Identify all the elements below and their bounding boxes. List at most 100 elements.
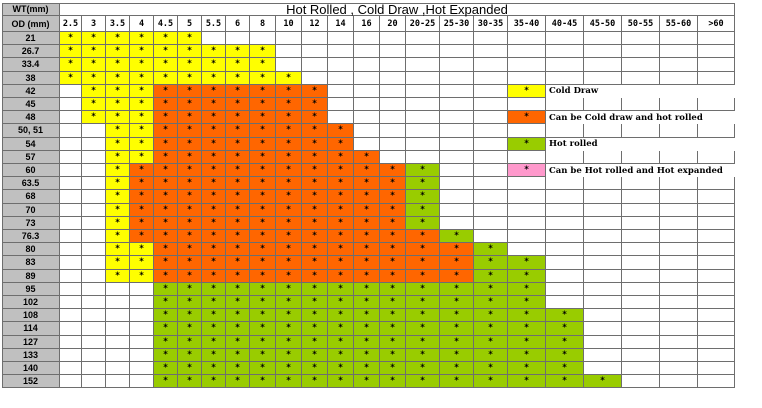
row-header: 114 bbox=[2, 322, 60, 336]
empty-cell bbox=[508, 177, 546, 191]
table-cell: * bbox=[178, 177, 202, 191]
empty-cell bbox=[698, 177, 735, 191]
row-header: 63.5 bbox=[2, 177, 60, 191]
table-cell: * bbox=[354, 177, 380, 191]
empty-cell bbox=[60, 230, 82, 244]
table-cell: * bbox=[508, 362, 546, 376]
table-cell: * bbox=[226, 124, 250, 138]
table-cell: * bbox=[250, 84, 276, 98]
empty-cell bbox=[698, 362, 735, 376]
table-cell: * bbox=[154, 32, 178, 46]
empty-cell bbox=[354, 58, 380, 72]
table-cell: * bbox=[380, 269, 406, 283]
empty-cell bbox=[660, 71, 698, 85]
table-cell: * bbox=[276, 375, 302, 389]
empty-cell bbox=[250, 32, 276, 46]
table-cell: * bbox=[178, 45, 202, 59]
table-cell: * bbox=[406, 164, 440, 178]
table-cell: * bbox=[202, 177, 226, 191]
table-cell: * bbox=[154, 164, 178, 178]
table-cell: * bbox=[178, 111, 202, 125]
table-cell: * bbox=[106, 137, 130, 151]
empty-cell bbox=[354, 71, 380, 85]
table-cell: * bbox=[226, 296, 250, 310]
table-cell: * bbox=[474, 243, 508, 257]
table-cell: * bbox=[354, 362, 380, 376]
table-cell: * bbox=[226, 98, 250, 112]
table-cell: * bbox=[250, 177, 276, 191]
table-cell: * bbox=[106, 190, 130, 204]
empty-cell bbox=[276, 58, 302, 72]
empty-cell bbox=[82, 137, 106, 151]
table-cell: * bbox=[354, 375, 380, 389]
table-cell: * bbox=[250, 282, 276, 296]
column-header: 5.5 bbox=[202, 16, 226, 32]
table-cell: * bbox=[82, 111, 106, 125]
table-cell: * bbox=[406, 256, 440, 270]
row-header: 68 bbox=[2, 190, 60, 204]
table-cell: * bbox=[154, 137, 178, 151]
column-header: >60 bbox=[698, 16, 735, 32]
empty-cell bbox=[660, 243, 698, 257]
table-cell: * bbox=[276, 243, 302, 257]
table-cell: * bbox=[154, 243, 178, 257]
empty-cell bbox=[82, 256, 106, 270]
legend-swatch: * bbox=[508, 84, 546, 98]
table-cell: * bbox=[276, 164, 302, 178]
table-cell: * bbox=[250, 362, 276, 376]
table-cell: * bbox=[508, 256, 546, 270]
table-cell: * bbox=[130, 98, 154, 112]
empty-cell bbox=[474, 58, 508, 72]
empty-cell bbox=[698, 98, 735, 112]
table-cell: * bbox=[440, 269, 474, 283]
table-cell: * bbox=[328, 322, 354, 336]
table-cell: * bbox=[154, 375, 178, 389]
table-cell: * bbox=[202, 375, 226, 389]
empty-cell bbox=[622, 282, 660, 296]
table-cell: * bbox=[380, 256, 406, 270]
table-cell: * bbox=[250, 71, 276, 85]
table-cell: * bbox=[250, 203, 276, 217]
empty-cell bbox=[698, 335, 735, 349]
empty-cell bbox=[474, 111, 508, 125]
empty-cell bbox=[60, 216, 82, 230]
table-cell: * bbox=[154, 256, 178, 270]
table-cell: * bbox=[380, 309, 406, 323]
column-header: 40-45 bbox=[546, 16, 584, 32]
empty-cell bbox=[474, 45, 508, 59]
table-cell: * bbox=[226, 335, 250, 349]
table-cell: * bbox=[546, 322, 584, 336]
table-cell: * bbox=[302, 216, 328, 230]
empty-cell bbox=[660, 203, 698, 217]
empty-cell bbox=[106, 322, 130, 336]
table-cell: * bbox=[178, 348, 202, 362]
empty-cell bbox=[406, 32, 440, 46]
table-cell: * bbox=[406, 269, 440, 283]
table-cell: * bbox=[406, 322, 440, 336]
empty-cell bbox=[622, 150, 660, 164]
table-cell: * bbox=[250, 322, 276, 336]
empty-cell bbox=[584, 296, 622, 310]
empty-cell bbox=[440, 98, 474, 112]
empty-cell bbox=[82, 150, 106, 164]
table-cell: * bbox=[178, 322, 202, 336]
legend-swatch: * bbox=[508, 137, 546, 151]
empty-cell bbox=[380, 150, 406, 164]
empty-cell bbox=[584, 190, 622, 204]
table-cell: * bbox=[406, 362, 440, 376]
table-cell: * bbox=[154, 322, 178, 336]
empty-cell bbox=[660, 230, 698, 244]
table-cell: * bbox=[202, 45, 226, 59]
column-header: 5 bbox=[178, 16, 202, 32]
table-cell: * bbox=[226, 190, 250, 204]
row-header: 33.4 bbox=[2, 58, 60, 72]
table-cell: * bbox=[302, 190, 328, 204]
column-header: 50-55 bbox=[622, 16, 660, 32]
empty-cell bbox=[584, 362, 622, 376]
table-cell: * bbox=[154, 177, 178, 191]
table-cell: * bbox=[226, 150, 250, 164]
table-cell: * bbox=[202, 84, 226, 98]
empty-cell bbox=[354, 124, 380, 138]
empty-cell bbox=[622, 322, 660, 336]
table-cell: * bbox=[250, 269, 276, 283]
